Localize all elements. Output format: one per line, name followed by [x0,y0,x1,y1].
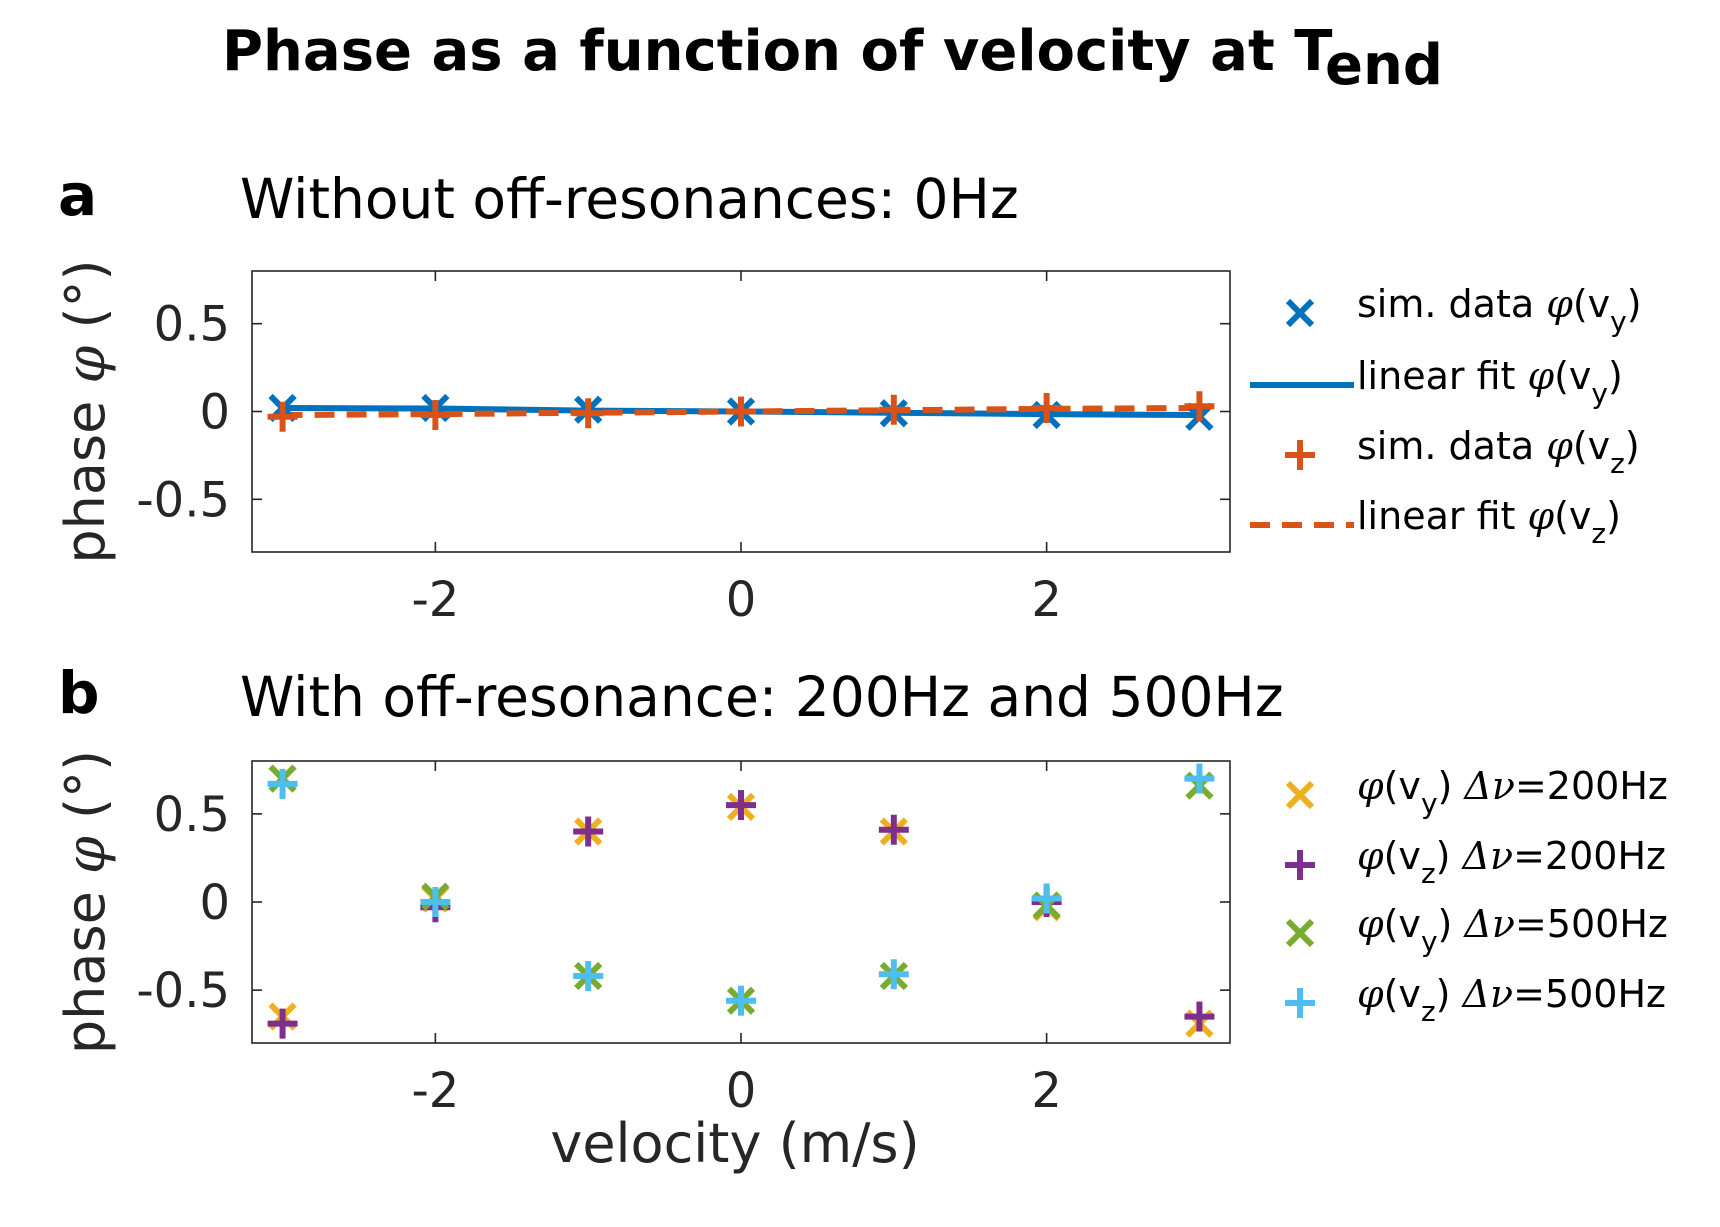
y-tick-label: 0 [199,875,230,931]
legend-label: linear fit φ(vz) [1357,494,1621,550]
x-tick-label: -2 [411,1063,459,1119]
x-tick-label: 0 [726,1063,757,1119]
data-point-s3-3 [726,985,756,1016]
x-tick-label: 2 [1031,1063,1062,1119]
legend-marker [1285,440,1315,470]
y-tick-label: -0.5 [136,472,230,528]
data-point-s3-1 [420,887,451,917]
legend-entry-2: φ(vy) Δν=500Hz [1285,902,1668,958]
y-tick-label: -0.5 [136,963,230,1019]
data-point-s2-2 [573,398,604,429]
legend-entry-3: linear fit φ(vz) [1250,494,1621,550]
data-point-s3-0 [267,768,298,799]
legend-entry-0: sim. data φ(vy) [1285,282,1642,338]
legend-label: φ(vz) Δν=500Hz [1357,972,1666,1028]
data-point-s1-4 [878,814,909,845]
legend-entry-3: φ(vz) Δν=500Hz [1285,972,1666,1028]
figure-title-main: Phase as a function of velocity at T [222,19,1332,84]
y-tick-label: 0.5 [154,787,230,843]
panel-letter: a [58,161,97,229]
panel-title: With off-resonance: 200Hz and 500Hz [240,665,1284,729]
y-axis-label: phase φ (°) [54,259,117,563]
panel-b: b With off-resonance: 200Hz and 500Hz -2 0 2… [54,659,1668,1119]
panel-letter: b [58,659,100,727]
figure-title: Phase as a function of velocity at Tend [222,19,1443,98]
data-point-s1-6 [1184,1001,1215,1032]
legend-label: sim. data φ(vy) [1357,282,1642,338]
data-point-s2-1 [420,400,451,431]
y-axis-label-symbol: φ [54,836,117,874]
data-point-s3-4 [878,959,909,990]
x-tick-label: -2 [411,572,459,628]
x-axis-label: velocity (m/s) [550,1112,919,1175]
y-axis-label-symbol: φ [54,346,117,384]
legend-marker [1285,298,1315,328]
data-point-s3-6 [1184,763,1215,794]
y-axis-label: phase φ (°) [54,750,117,1054]
figure-title-subscript: end [1325,33,1443,98]
legend-label: φ(vy) Δν=500Hz [1357,902,1668,958]
data-point-s3-2 [573,961,604,992]
legend-label: φ(vz) Δν=200Hz [1357,834,1666,890]
data-point-s2-0 [267,401,298,432]
x-tick-label: 0 [726,572,757,628]
legend-marker [1285,850,1315,880]
y-axis-label-unit: (°) [54,259,117,345]
data-point-s1-3 [726,790,756,821]
legend-entry-1: φ(vz) Δν=200Hz [1285,834,1666,890]
data-layer [267,763,1215,1039]
panel-a: a Without off-resonances: 0Hz -2 0 2 0.5 0 -0.5… [54,161,1642,628]
y-tick-label: 0 [199,385,230,441]
data-point-s2-4 [878,394,909,425]
legend-label: φ(vy) Δν=200Hz [1357,764,1668,820]
panel-title: Without off-resonances: 0Hz [240,167,1019,231]
legend-marker [1285,988,1315,1018]
y-axis-label-unit: (°) [54,750,117,836]
data-point-s2-3 [726,396,756,427]
x-tick-label: 2 [1031,572,1062,628]
legend-marker [1285,918,1315,948]
data-point-s3-5 [1031,883,1062,914]
legend-label: linear fit φ(vy) [1357,354,1623,410]
legend-label: sim. data φ(vz) [1357,424,1640,480]
data-layer [267,391,1215,432]
legend-entry-2: sim. data φ(vz) [1285,424,1640,480]
legend-entry-1: linear fit φ(vy) [1250,354,1623,410]
data-point-s2-6 [1184,391,1215,422]
data-point-s2-5 [1031,392,1062,423]
y-tick-label: 0.5 [154,297,230,353]
data-point-s1-2 [573,816,604,847]
y-axis-label-text: phase [54,384,117,564]
data-point-s1-0 [267,1008,298,1039]
legend-marker [1285,780,1315,810]
legend-entry-0: φ(vy) Δν=200Hz [1285,764,1668,820]
y-axis-label-text: phase [54,874,117,1054]
